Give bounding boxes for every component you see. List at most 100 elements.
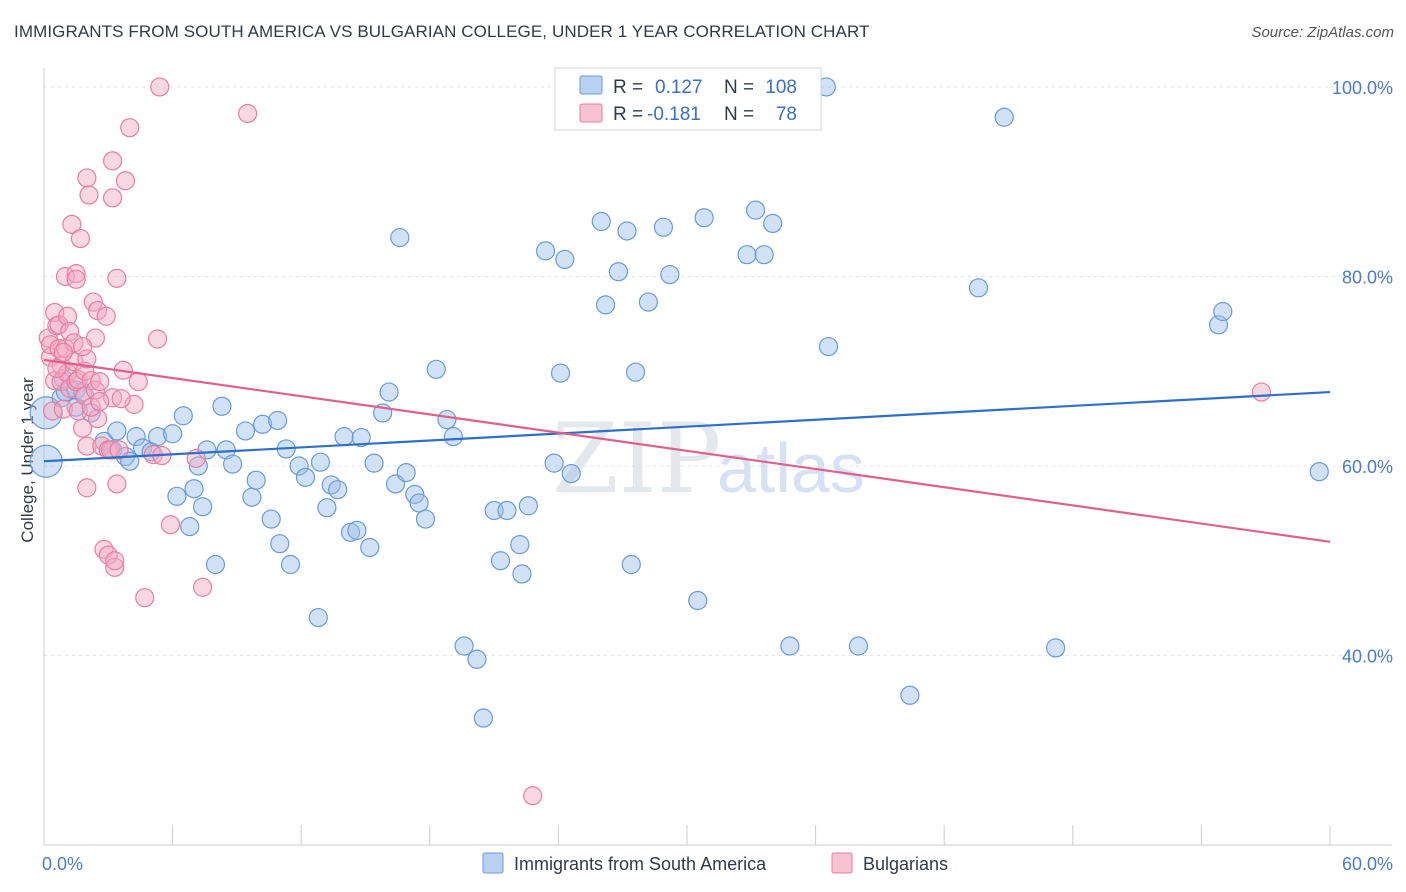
trend-line-bulgarians [43, 358, 1331, 543]
point-south-america-35 [268, 410, 288, 431]
point-south-america-17 [147, 427, 168, 447]
point-bulgarians-65 [160, 515, 181, 535]
point-south-america-96 [848, 636, 869, 656]
point-bulgarians-40 [90, 372, 110, 392]
trend-line-south-america [43, 390, 1331, 463]
point-bulgarians-29 [77, 168, 97, 188]
point-south-america-95 [818, 336, 839, 357]
point-south-america-22 [180, 517, 200, 537]
point-bulgarians-67 [193, 577, 213, 597]
point-south-america-48 [347, 520, 367, 541]
point-south-america-38 [280, 554, 301, 575]
point-south-america-58 [409, 493, 429, 513]
point-bulgarians-73 [53, 342, 73, 362]
point-south-america-39 [289, 456, 309, 476]
point-south-america-55 [390, 228, 410, 248]
point-bulgarians-20 [66, 264, 86, 284]
point-south-america-42 [310, 452, 331, 472]
series-legend-swatch-south-america [482, 852, 504, 874]
y-tick-label-3: 100.0% [1332, 78, 1393, 98]
point-south-america-18 [163, 424, 183, 444]
point-south-america-68 [497, 500, 517, 521]
point-south-america-76 [561, 463, 581, 484]
correlation-legend: R = 0.127 N = 108 R = -0.181 N = 78 [554, 67, 822, 131]
point-bulgarians-54 [109, 440, 129, 460]
point-bulgarians-75 [90, 391, 110, 412]
watermark: ZIP atlas [552, 403, 865, 515]
point-south-america-103 [1309, 462, 1329, 482]
point-bulgarians-48 [102, 188, 123, 208]
point-south-america-86 [688, 590, 708, 611]
point-south-america-87 [694, 208, 714, 228]
point-bulgarians-50 [105, 557, 125, 577]
point-bulgarians-33 [79, 185, 99, 205]
point-south-america-77 [591, 211, 611, 232]
point-south-america-61 [437, 409, 457, 430]
point-south-america-72 [535, 241, 556, 261]
point-south-america-75 [555, 249, 575, 270]
point-south-america-53 [379, 382, 399, 402]
point-bulgarians-76 [47, 358, 67, 378]
point-south-america-40 [295, 467, 316, 487]
point-south-america-21 [184, 479, 204, 499]
series-legend-swatch-bulgarians [831, 852, 853, 874]
point-bulgarians-30 [77, 349, 97, 369]
point-south-america-85 [660, 264, 680, 285]
point-south-america-89 [737, 245, 757, 265]
series-legend-label-south-america: Immigrants from South America [514, 854, 767, 874]
point-bulgarians-68 [238, 103, 258, 124]
y-tick-labels: 40.0% 60.0% 80.0% 100.0% [1332, 78, 1393, 667]
point-bulgarians-70 [1251, 382, 1272, 402]
point-south-america-19 [173, 406, 193, 426]
point-bulgarians-21 [66, 269, 86, 289]
point-south-america-62 [443, 427, 463, 447]
point-south-america-32 [246, 470, 266, 490]
legend-n-value-0: 108 [765, 77, 797, 98]
legend-n-label-1: N = [724, 104, 754, 125]
point-bulgarians-74 [72, 336, 93, 357]
point-south-america-59 [415, 509, 436, 529]
point-bulgarians-62 [147, 329, 168, 349]
point-south-america-65 [473, 708, 493, 728]
point-bulgarians-53 [107, 474, 127, 494]
point-south-america-81 [621, 554, 641, 575]
point-bulgarians-18 [62, 214, 82, 234]
point-south-america-90 [745, 200, 766, 220]
point-south-america-98 [968, 278, 989, 298]
point-south-america-20 [167, 486, 187, 506]
point-south-america-41 [308, 607, 328, 628]
point-south-america-63 [454, 636, 474, 656]
chart-source: Source: ZipAtlas.com [1251, 24, 1394, 41]
point-bulgarians-52 [107, 268, 127, 288]
point-south-america-82 [625, 362, 646, 382]
point-bulgarians-14 [57, 306, 78, 326]
point-south-america-92 [763, 213, 783, 233]
point-south-america-73 [544, 453, 564, 473]
point-bulgarians-56 [115, 171, 136, 191]
point-south-america-30 [235, 421, 256, 441]
point-bulgarians-11 [53, 399, 73, 419]
point-south-america-102 [1213, 301, 1233, 322]
point-bulgarians-26 [72, 418, 93, 438]
point-south-america-46 [334, 427, 354, 447]
point-south-america-93 [780, 636, 800, 656]
x-tick-label-min: 0.0% [42, 854, 83, 874]
point-south-america-51 [364, 453, 384, 473]
point-bulgarians-12 [55, 266, 76, 287]
point-south-america-64 [467, 649, 487, 669]
series-legend: Immigrants from South America Bulgarians [482, 852, 948, 874]
point-south-america-24 [193, 497, 213, 517]
point-south-america-33 [253, 414, 273, 434]
point-bulgarians-63 [150, 77, 170, 97]
point-south-america-69 [510, 535, 530, 555]
point-south-america-60 [426, 359, 446, 379]
point-south-america-31 [242, 487, 262, 507]
legend-n-label-0: N = [724, 77, 754, 98]
point-south-america-23 [188, 456, 208, 476]
legend-r-label-1: R = [613, 104, 643, 125]
point-south-america-56 [396, 463, 416, 483]
x-tick-label-max: 60.0% [1342, 854, 1393, 874]
y-tick-label-0: 40.0% [1342, 646, 1393, 666]
point-south-america-97 [900, 685, 920, 705]
